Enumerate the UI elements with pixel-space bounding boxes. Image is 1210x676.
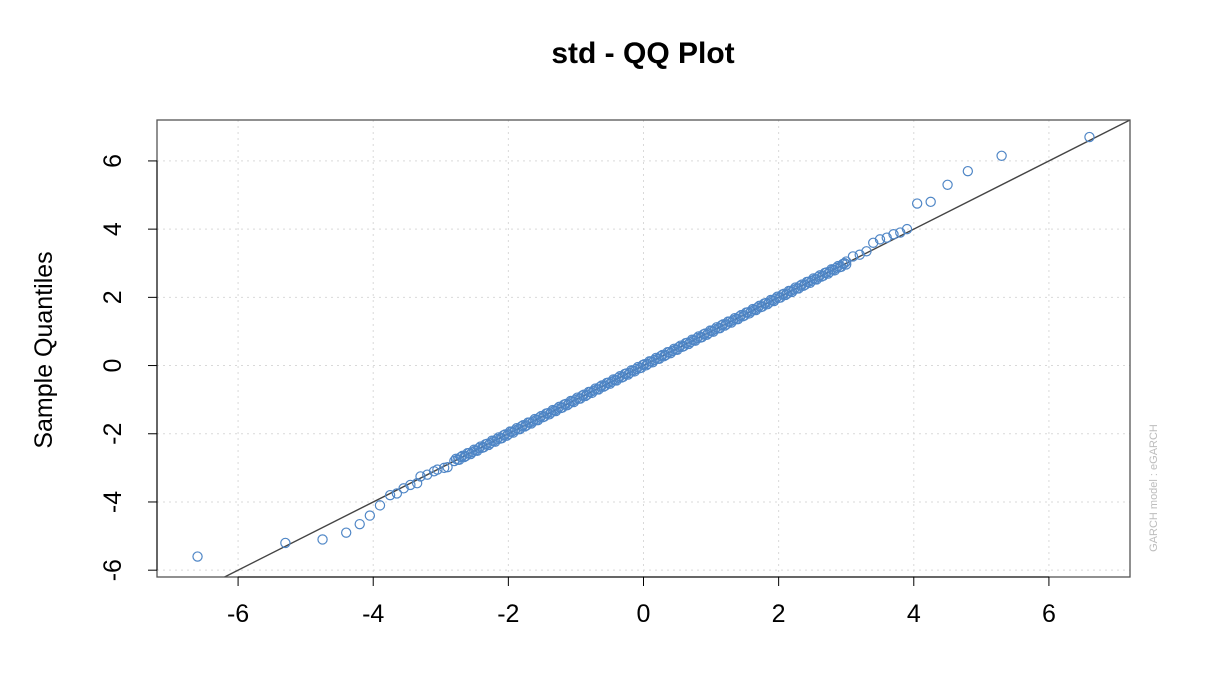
- data-point: [457, 450, 468, 462]
- data-point: [942, 179, 953, 190]
- data-point: [517, 420, 529, 431]
- data-point: [432, 464, 443, 475]
- grid-lines: [157, 120, 1130, 577]
- data-point: [901, 223, 913, 235]
- x-tick-label: 6: [1042, 600, 1056, 628]
- data-point: [192, 551, 203, 562]
- data-point: [364, 510, 376, 521]
- data-point: [442, 461, 453, 473]
- data-point: [895, 227, 906, 238]
- x-tick-label: -2: [497, 600, 519, 628]
- data-point: [962, 165, 974, 177]
- y-axis: -6 -4 -2 0 2 4 6: [99, 154, 158, 581]
- data-point: [874, 234, 886, 245]
- data-point: [796, 279, 808, 290]
- data-point: [391, 488, 403, 499]
- data-point: [639, 358, 650, 370]
- data-point: [354, 518, 365, 530]
- data-point: [475, 441, 486, 452]
- data-point: [398, 483, 409, 494]
- data-point: [718, 319, 729, 330]
- data-point: [384, 489, 396, 501]
- data-point: [881, 232, 892, 243]
- data-point: [868, 237, 879, 248]
- x-tick-label: -6: [227, 600, 249, 628]
- y-tick-label: 2: [99, 290, 127, 304]
- x-tick-label: 2: [772, 600, 786, 628]
- y-tick-label: 4: [99, 222, 127, 236]
- data-point: [861, 246, 872, 257]
- data-points: [192, 131, 1095, 562]
- data-point: [374, 500, 386, 511]
- data-point: [411, 478, 423, 489]
- data-point: [536, 410, 547, 422]
- data-point: [499, 429, 511, 440]
- chart-title: std - QQ Plot: [551, 37, 734, 70]
- data-point: [280, 537, 291, 549]
- data-point: [657, 349, 668, 361]
- y-tick-label: -2: [99, 423, 127, 445]
- data-point: [578, 389, 590, 400]
- y-tick-label: 0: [99, 359, 127, 373]
- x-tick-label: 4: [907, 600, 921, 628]
- data-point: [847, 251, 859, 262]
- x-tick-label: -4: [362, 600, 384, 628]
- data-point: [340, 527, 352, 538]
- data-point: [736, 309, 747, 321]
- data-point: [839, 258, 850, 269]
- data-point: [996, 150, 1007, 162]
- data-point: [778, 288, 790, 299]
- y-axis-label: Sample Quantiles: [30, 251, 58, 448]
- data-point: [614, 371, 626, 382]
- x-tick-label: 0: [637, 600, 651, 628]
- data-point: [854, 249, 865, 260]
- data-point: [675, 340, 686, 351]
- data-point: [925, 196, 936, 208]
- y-tick-label: 6: [99, 154, 127, 168]
- data-point: [422, 469, 433, 480]
- data-point: [911, 198, 923, 209]
- data-point: [814, 270, 826, 281]
- data-point: [841, 256, 852, 267]
- data-point: [596, 380, 608, 391]
- data-point: [841, 259, 852, 270]
- data-point: [415, 471, 426, 482]
- y-tick-label: -6: [99, 559, 127, 581]
- x-axis: -6 -4 -2 0 2 4 6: [227, 576, 1056, 628]
- data-point: [405, 479, 416, 491]
- y-tick-label: -4: [99, 491, 127, 513]
- data-point: [888, 229, 899, 240]
- data-point: [317, 534, 328, 545]
- model-note: GARCH model : eGARCH: [1148, 424, 1160, 552]
- data-point: [1084, 131, 1095, 143]
